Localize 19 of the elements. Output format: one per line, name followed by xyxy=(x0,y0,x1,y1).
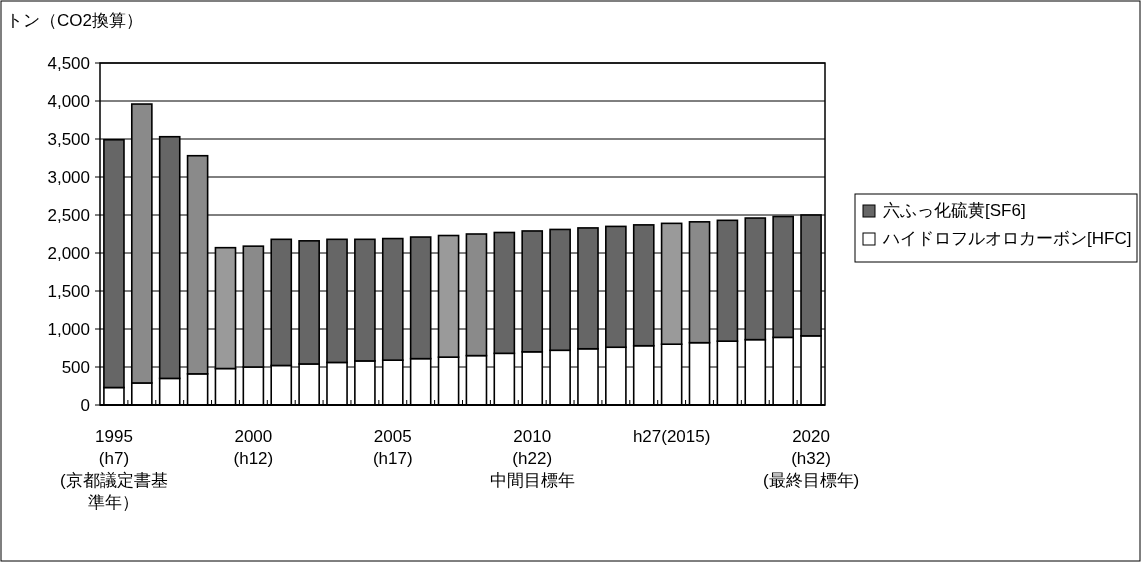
legend-label: 六ふっ化硫黄[SF6] xyxy=(883,201,1026,220)
x-tick-label: 2000 (h12) xyxy=(233,427,274,468)
y-tick-label: 2,500 xyxy=(47,206,90,225)
y-tick-label: 2,000 xyxy=(47,244,90,263)
y-tick-label: 1,500 xyxy=(47,282,90,301)
y-axis-title: トン（CO2換算） xyxy=(6,11,143,30)
y-tick-label: 1,000 xyxy=(47,320,90,339)
x-tick-label: 2005 (h17) xyxy=(372,427,413,468)
x-tick-label: h27(2015) xyxy=(632,427,711,446)
x-tick-label: 2010 (h22) 中間目標年 xyxy=(489,427,575,490)
y-tick-label: 3,000 xyxy=(47,168,90,187)
x-tick-label: 2020 (h32) (最終目標年) xyxy=(762,427,860,490)
y-tick-label: 500 xyxy=(61,358,90,377)
legend-label: ハイドロフルオロカーボン[HFC] xyxy=(882,229,1132,248)
x-tick-label: 1995 (h7) (京都議定書基準年） xyxy=(60,427,168,512)
y-tick-label: 3,500 xyxy=(47,130,90,149)
y-tick-label: 4,500 xyxy=(47,54,90,73)
y-tick-label: 4,000 xyxy=(47,92,90,111)
y-tick-label: 0 xyxy=(80,396,90,415)
